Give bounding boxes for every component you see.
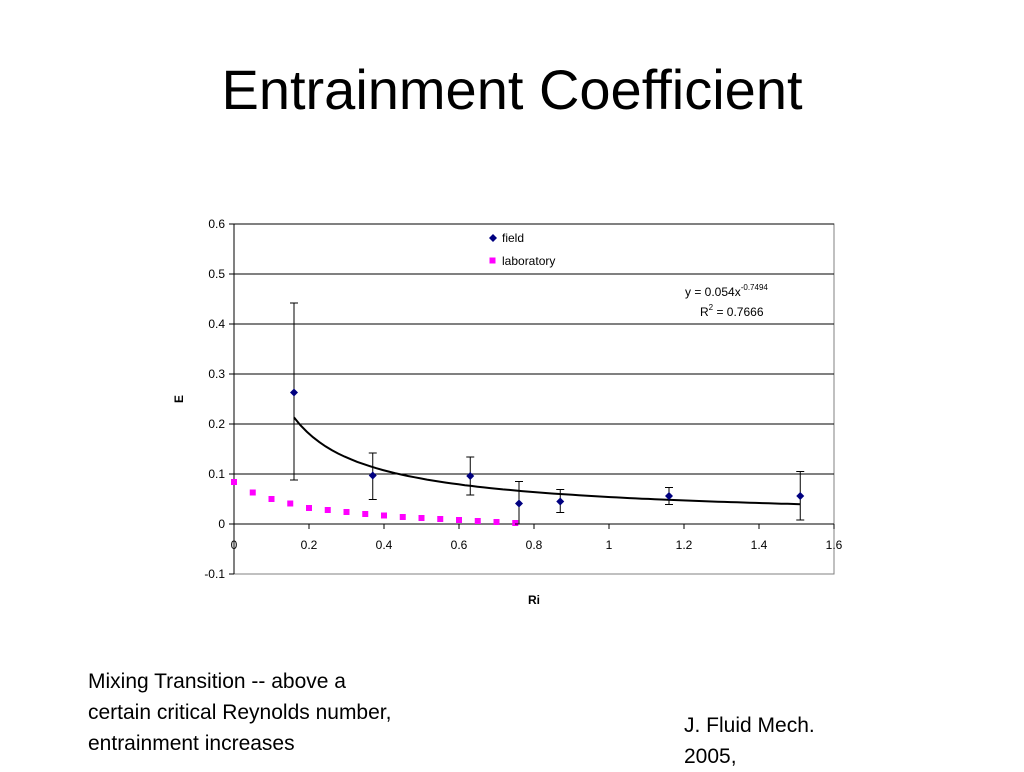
y-tick-label: 0.3 — [208, 367, 225, 381]
laboratory-point — [512, 520, 519, 526]
equation-base: y = 0.054x — [685, 285, 741, 299]
r-squared-base: R — [700, 305, 709, 319]
field-point — [556, 497, 565, 506]
laboratory-point — [381, 512, 387, 519]
laboratory-point — [287, 500, 294, 507]
x-tick-label: 1.4 — [751, 538, 768, 552]
series-group — [231, 302, 805, 526]
axis-labels: -0.1 0 0.1 0.2 0.3 0.4 0.5 0.6 0 0.2 0.4 0.6 0.8 1 1.2… — [204, 217, 842, 581]
slide-title: Entrainment Coefficient — [221, 58, 803, 121]
r-squared-exponent: 2 — [709, 303, 714, 312]
legend-label-field: field — [502, 231, 524, 245]
equation-exponent: -0.7494 — [741, 283, 769, 292]
x-tick-label: 0.8 — [526, 538, 543, 552]
y-tick-label: 0.2 — [208, 417, 225, 431]
y-tick-label: 0.1 — [208, 467, 225, 481]
legend-marker-field — [489, 234, 497, 242]
r-squared-value: = 0.7666 — [713, 305, 764, 319]
legend-marker-laboratory — [489, 257, 496, 264]
laboratory-point — [231, 479, 237, 485]
laboratory-point — [399, 514, 406, 520]
y-tick-label: 0 — [218, 517, 225, 531]
legend: field laboratory — [489, 231, 555, 268]
y-axis-label: E — [172, 395, 186, 403]
x-tick-label: 1.2 — [676, 538, 693, 552]
note-line: Mixing Transition -- above a — [88, 670, 346, 693]
legend-label-laboratory: laboratory — [502, 254, 555, 268]
laboratory-point — [249, 489, 256, 496]
field-point — [665, 492, 673, 500]
laboratory-point — [474, 518, 481, 524]
laboratory-point — [362, 511, 369, 517]
field-point — [466, 472, 475, 480]
note-line: certain critical Reynolds number, — [88, 701, 392, 724]
trendline-equation: y = 0.054x-0.7494 — [685, 283, 768, 299]
r-squared: R2 = 0.7666 — [700, 303, 764, 319]
field-point — [515, 499, 523, 508]
x-tick-label: 0.6 — [451, 538, 468, 552]
axes — [229, 223, 835, 575]
y-tick-label: 0.6 — [208, 217, 225, 231]
x-tick-label: 0.4 — [376, 538, 393, 552]
grid-lines — [234, 223, 834, 475]
laboratory-point — [418, 515, 425, 521]
laboratory-point — [493, 519, 500, 525]
x-tick-label: 0.2 — [301, 538, 318, 552]
trendline — [293, 416, 801, 506]
trendline-group — [293, 416, 801, 506]
field-point — [796, 492, 805, 500]
laboratory-point — [324, 507, 331, 513]
citation: J. Fluid Mech. 2005, — [684, 710, 884, 772]
laboratory-point — [268, 496, 275, 502]
x-tick-label: 1.6 — [826, 538, 843, 552]
y-tick-label: 0.4 — [208, 317, 225, 331]
x-tick-label: 1 — [606, 538, 613, 552]
y-tick-label: 0.5 — [208, 267, 225, 281]
laboratory-point — [456, 517, 462, 523]
field-point — [290, 388, 298, 397]
y-tick-label: -0.1 — [204, 567, 225, 581]
citation-line: J. Fluid Mech. — [684, 714, 815, 737]
mixing-transition-note: Mixing Transition -- above a certain cri… — [88, 666, 468, 759]
laboratory-point — [437, 516, 444, 522]
plot-area — [233, 223, 835, 575]
laboratory-point — [306, 505, 312, 511]
citation-line: 2005, — [684, 745, 737, 768]
x-tick-label: 0 — [231, 538, 238, 552]
field-point — [368, 471, 377, 480]
laboratory-point — [343, 509, 350, 515]
note-line: entrainment increases — [88, 732, 295, 755]
x-axis-label: Ri — [528, 593, 540, 607]
